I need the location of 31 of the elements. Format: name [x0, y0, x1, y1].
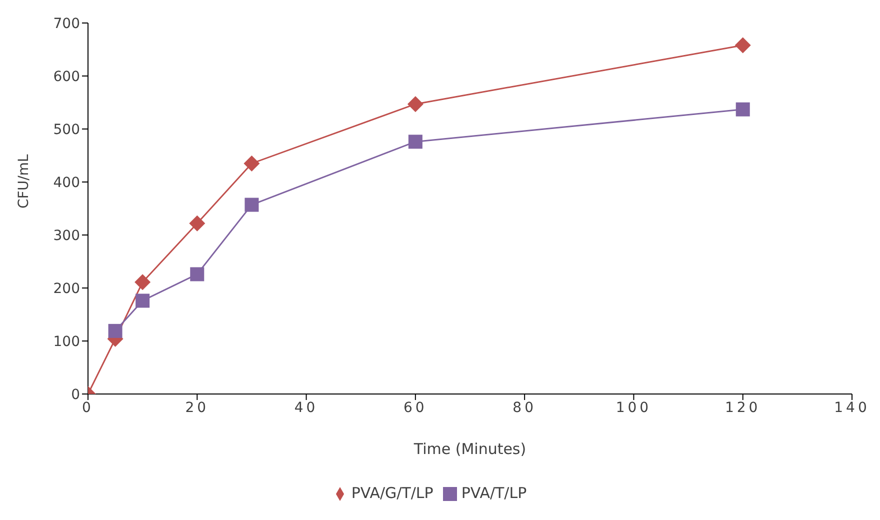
y-axis-title: CFU/mL	[16, 154, 32, 208]
point	[244, 155, 260, 172]
point	[736, 102, 750, 116]
y-tick-label: 600	[53, 68, 80, 85]
y-tick-label: 300	[53, 228, 80, 244]
x-tick-label: 0	[82, 400, 94, 416]
point	[190, 267, 204, 282]
y-tick-label: 0	[71, 386, 80, 403]
point	[108, 324, 122, 338]
x-tick-label: 120	[724, 400, 761, 416]
x-tick-label: 100	[616, 400, 652, 416]
legend-label: PVA/G/T/LP	[351, 484, 434, 502]
x-tick-label: 20	[185, 400, 210, 416]
point	[408, 134, 422, 149]
y-tick-label: 700	[53, 16, 80, 32]
point	[734, 37, 751, 54]
x-tick-label: 80	[512, 400, 536, 416]
y-tick-label: 100	[53, 334, 80, 350]
y-tick-label: 400	[53, 174, 80, 191]
x-tick-label: 60	[404, 400, 428, 416]
point	[134, 274, 151, 290]
y-tick-label: 200	[53, 280, 80, 297]
point	[136, 294, 150, 308]
point	[189, 215, 206, 232]
point	[244, 198, 259, 212]
x-tick-label: 40	[294, 400, 318, 416]
y-tick-label: 500	[53, 122, 80, 138]
point	[407, 96, 424, 112]
legend-label: PVA/T/LP	[461, 484, 527, 502]
x-axis-title: Time (Minutes)	[412, 440, 526, 458]
x-tick-label: 140	[834, 400, 870, 416]
